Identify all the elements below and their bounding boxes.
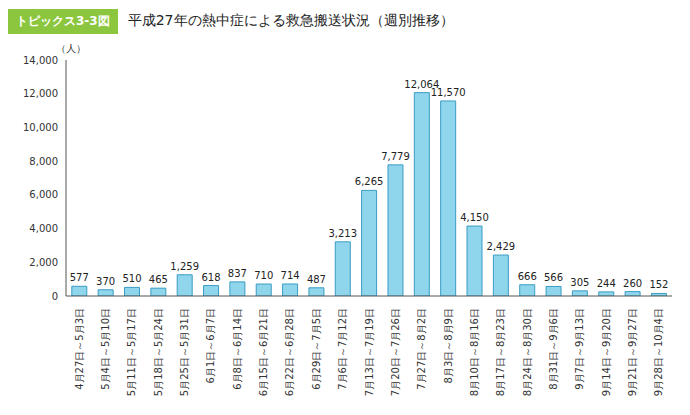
svg-text:260: 260 bbox=[623, 278, 642, 289]
html-text:平成27年の熱中症による救急搬送状況（週別推移）: 平成27年の熱中症による救急搬送状況（週別推移） bbox=[127, 12, 454, 28]
svg-text:5月4日～5月10日: 5月4日～5月10日 bbox=[100, 308, 111, 390]
svg-text:8月3日～8月9日: 8月3日～8月9日 bbox=[443, 308, 454, 383]
svg-text:9月14日～9月20日: 9月14日～9月20日 bbox=[601, 308, 612, 396]
svg-text:3,213: 3,213 bbox=[328, 228, 357, 239]
svg-text:6月22日～6月28日: 6月22日～6月28日 bbox=[284, 308, 295, 396]
svg-text:11,570: 11,570 bbox=[431, 87, 466, 98]
svg-text:9月28日～10月4日: 9月28日～10月4日 bbox=[653, 308, 664, 396]
svg-text:6,265: 6,265 bbox=[355, 176, 384, 187]
svg-text:7,779: 7,779 bbox=[381, 151, 410, 162]
svg-text:7月13日～7月19日: 7月13日～7月19日 bbox=[364, 308, 375, 396]
svg-text:6月1日～6月7日: 6月1日～6月7日 bbox=[205, 308, 216, 383]
svg-text:7月27日～8月2日: 7月27日～8月2日 bbox=[416, 308, 427, 390]
svg-text:305: 305 bbox=[570, 277, 589, 288]
svg-text:487: 487 bbox=[307, 274, 326, 285]
svg-text:1,259: 1,259 bbox=[170, 261, 199, 272]
svg-text:4月27日～5月3日: 4月27日～5月3日 bbox=[74, 308, 85, 390]
svg-text:4,000: 4,000 bbox=[29, 223, 58, 234]
svg-text:6,000: 6,000 bbox=[29, 189, 58, 200]
svg-text:6月15日～6月21日: 6月15日～6月21日 bbox=[258, 308, 269, 396]
svg-text:8月10日～8月16日: 8月10日～8月16日 bbox=[469, 308, 480, 396]
svg-text:9月21日～9月27日: 9月21日～9月27日 bbox=[627, 308, 638, 396]
svg-text:0: 0 bbox=[52, 291, 58, 302]
svg-text:6月29日～7月5日: 6月29日～7月5日 bbox=[311, 308, 322, 390]
svg-text:710: 710 bbox=[254, 270, 273, 281]
svg-text:244: 244 bbox=[597, 278, 616, 289]
svg-text:4,150: 4,150 bbox=[460, 212, 489, 223]
svg-text:152: 152 bbox=[649, 279, 668, 290]
svg-text:9月7日～9月13日: 9月7日～9月13日 bbox=[574, 308, 585, 390]
svg-text:714: 714 bbox=[281, 270, 300, 281]
svg-text:618: 618 bbox=[201, 272, 220, 283]
svg-text:666: 666 bbox=[518, 271, 537, 282]
svg-text:8,000: 8,000 bbox=[29, 156, 58, 167]
svg-text:12,064: 12,064 bbox=[404, 78, 440, 90]
svg-text:2,429: 2,429 bbox=[487, 241, 516, 252]
svg-text:465: 465 bbox=[149, 274, 168, 285]
svg-text:510: 510 bbox=[122, 273, 141, 284]
svg-text:10,000: 10,000 bbox=[23, 122, 58, 133]
svg-text:8月24日～8月30日: 8月24日～8月30日 bbox=[522, 308, 533, 396]
html-text:トピックス3-3図: トピックス3-3図 bbox=[16, 13, 110, 28]
svg-text:5月18日～5月24日: 5月18日～5月24日 bbox=[153, 308, 164, 396]
svg-text:7月6日～7月12日: 7月6日～7月12日 bbox=[337, 308, 348, 390]
html-text:（人）: （人） bbox=[56, 43, 86, 54]
svg-text:2,000: 2,000 bbox=[29, 257, 58, 268]
svg-text:566: 566 bbox=[544, 272, 563, 283]
svg-text:8月31日～9月6日: 8月31日～9月6日 bbox=[548, 308, 559, 390]
svg-text:7月20日～7月26日: 7月20日～7月26日 bbox=[390, 308, 401, 396]
svg-text:5月25日～5月31日: 5月25日～5月31日 bbox=[179, 308, 190, 396]
svg-text:14,000: 14,000 bbox=[23, 55, 58, 66]
svg-text:12,000: 12,000 bbox=[23, 88, 58, 99]
svg-text:837: 837 bbox=[228, 268, 247, 279]
svg-text:8月17日～8月23日: 8月17日～8月23日 bbox=[495, 308, 506, 396]
svg-text:6月8日～6月14日: 6月8日～6月14日 bbox=[232, 308, 243, 390]
svg-text:5月11日～5月17日: 5月11日～5月17日 bbox=[126, 308, 137, 396]
svg-text:370: 370 bbox=[96, 276, 115, 287]
svg-text:577: 577 bbox=[70, 272, 89, 283]
